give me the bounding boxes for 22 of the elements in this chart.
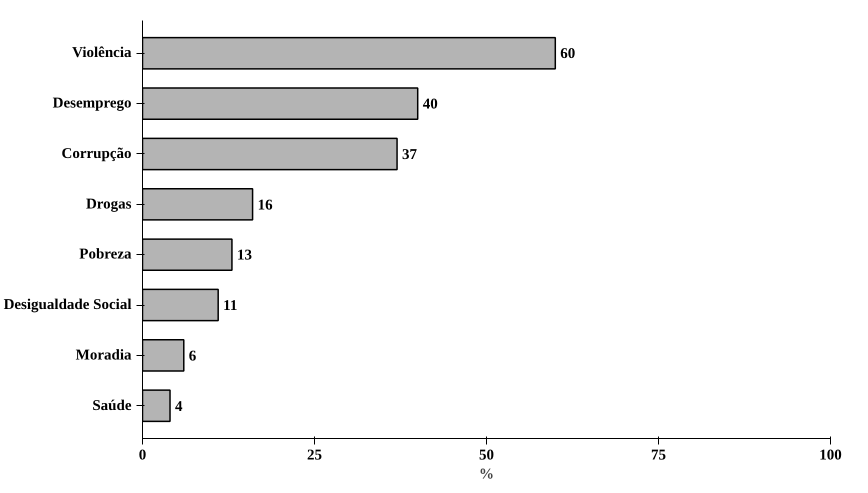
data-label: 13 [236, 248, 252, 264]
data-label: 40 [422, 96, 438, 113]
y-tick-label: Desigualdade Social [4, 297, 132, 314]
data-label: 4 [175, 398, 184, 415]
data-label: 60 [560, 46, 576, 62]
data-label: 11 [223, 298, 238, 314]
y-tick-label: Corrupção [62, 146, 132, 162]
x-tick-label: 25 [307, 448, 322, 464]
data-label: 6 [188, 348, 197, 364]
y-tick-label: Drogas [86, 196, 132, 212]
x-tick-label: 75 [651, 448, 666, 464]
y-tick-label: Desemprego [52, 96, 132, 112]
x-tick-label: 100 [819, 448, 842, 464]
x-axis-title: % [479, 466, 494, 482]
data-label: 37 [402, 146, 418, 163]
y-tick-label: Moradia [76, 347, 132, 364]
y-tick-label: Violência [72, 45, 132, 62]
x-tick-label: 0 [138, 448, 146, 464]
x-tick-label: 50 [479, 448, 494, 464]
y-tick-label: Pobreza [79, 246, 132, 263]
y-tick-label: Saúde [92, 398, 132, 414]
data-label: 16 [258, 197, 274, 214]
